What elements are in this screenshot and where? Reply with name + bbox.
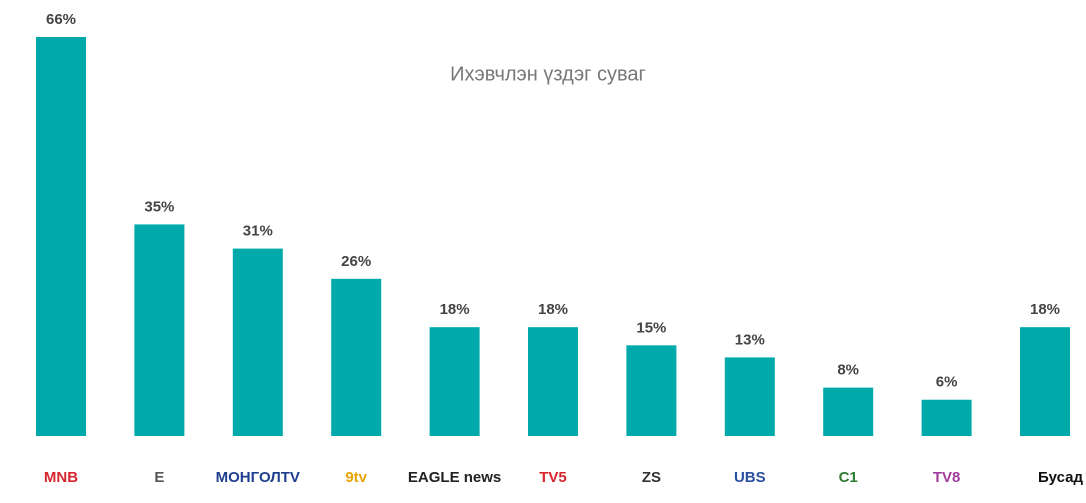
x-tick-label: EAGLE news	[408, 469, 501, 486]
value-label: 13%	[735, 331, 765, 348]
x-tick-label: МОНГОЛTV	[216, 469, 300, 486]
bar	[823, 387, 874, 436]
value-label: 18%	[1030, 301, 1060, 318]
x-tick-label: TV5	[539, 469, 567, 486]
value-label: 31%	[243, 223, 273, 240]
value-label: 6%	[936, 374, 958, 391]
value-label: 66%	[46, 11, 76, 28]
x-tick-label: ZS	[642, 469, 661, 486]
x-tick-label: UBS	[734, 469, 766, 486]
bar	[724, 357, 775, 436]
x-tick-label: TV8	[933, 469, 961, 486]
value-label: 18%	[538, 301, 568, 318]
bar	[626, 345, 677, 436]
bar	[1020, 327, 1070, 436]
bar	[429, 327, 480, 436]
x-tick-label: MNB	[44, 469, 78, 486]
x-tick-label: Бусад	[1038, 469, 1083, 486]
x-tick-label: E	[154, 469, 164, 486]
value-label: 35%	[144, 198, 174, 215]
bar	[921, 399, 972, 436]
value-label: 15%	[636, 319, 666, 336]
value-label: 8%	[837, 362, 859, 379]
chart-title: Ихэвчлэн үздэг суваг	[450, 63, 646, 85]
x-tick-label: C1	[839, 469, 858, 486]
value-label: 18%	[440, 301, 470, 318]
value-label: 26%	[341, 253, 371, 270]
x-tick-label: 9tv	[345, 469, 367, 486]
bar	[528, 327, 578, 436]
bar	[134, 224, 185, 436]
bar	[331, 278, 382, 436]
bar	[36, 37, 86, 436]
bar	[232, 248, 283, 436]
